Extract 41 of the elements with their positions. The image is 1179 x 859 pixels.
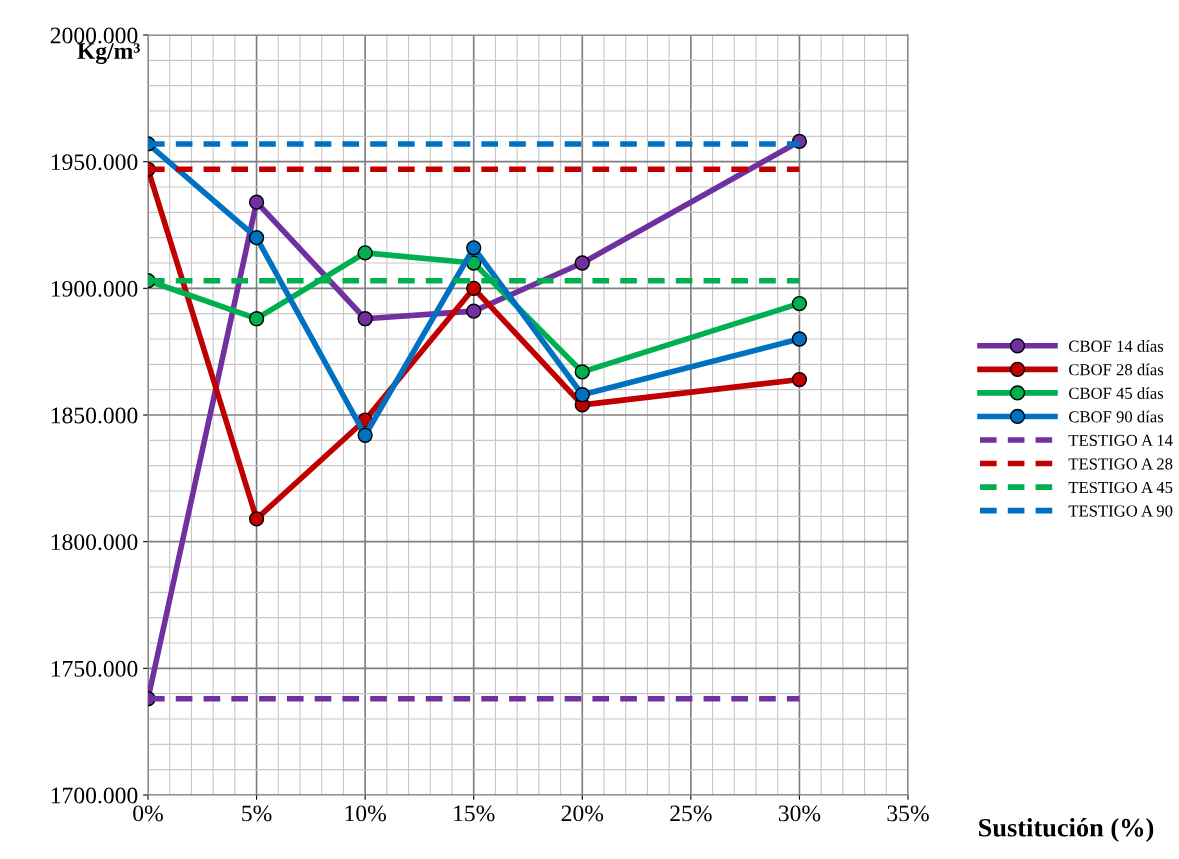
point [574,387,590,403]
x-tick-label: 30% [778,805,821,822]
x-tick-label: 5% [242,805,272,822]
x-axis-title: Sustitución (%) [979,818,1154,842]
x-tick-label: 0% [133,805,163,822]
x-tick-label: 35% [887,805,929,822]
x-tick-label: 10% [345,805,386,822]
y-tick-label: 1750.000 [51,660,138,677]
point [466,280,482,296]
legend-label: CBOF 28 días [1069,363,1164,376]
legend-label: TESTIGO A 45 [1068,481,1173,494]
point [248,311,265,327]
point [466,303,482,319]
point [357,427,373,443]
legend-label: TESTIGO A 14 [1068,434,1173,446]
point [248,511,265,527]
x-tick-label: 20% [561,805,604,822]
point [357,311,373,327]
point [248,230,265,246]
point [574,364,590,380]
x-tick-label: 15% [454,805,495,822]
legend-label: CBOF 90 días [1069,410,1164,423]
legend-label: TESTIGO A 90 [1068,505,1173,517]
y-axis-title: Kg/m³ [77,43,140,65]
point [357,245,373,261]
point [791,295,808,312]
y-tick-label: 1850.000 [51,407,138,424]
legend-label: CBOF 14 días [1069,340,1164,352]
y-tick-label: 1900.000 [51,280,138,297]
legend-label: TESTIGO A 28 [1068,458,1173,470]
point [248,194,265,210]
x-tick-label: 25% [670,805,712,822]
legend-label: CBOF 45 días [1069,387,1164,399]
y-tick-label: 1950.000 [51,154,138,171]
y-tick-label: 2000.000 [50,27,138,44]
point [466,240,482,256]
y-tick-label: 1800.000 [51,534,138,551]
point [791,331,808,347]
point [791,371,808,388]
point [574,255,590,271]
y-tick-label: 1700.000 [51,787,138,804]
